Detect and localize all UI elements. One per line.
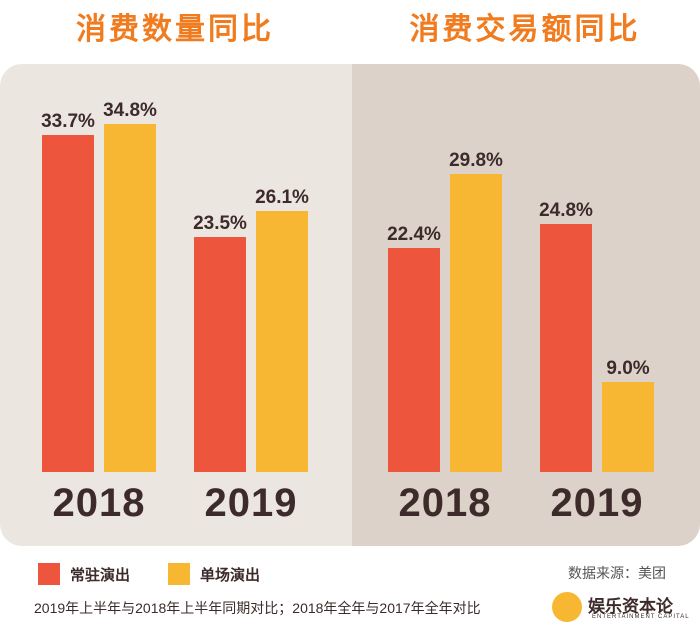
bar-value-label: 24.8%: [539, 200, 593, 221]
legend-swatch-resident: [38, 563, 60, 585]
year-label-2018: 2018: [399, 481, 492, 525]
bar-value-label: 9.0%: [606, 358, 649, 379]
legend-item-resident: 常驻演出: [38, 563, 130, 585]
bar-value-label: 33.7%: [41, 111, 95, 132]
bar-2018-series-1: [450, 174, 502, 472]
bar-value-label: 22.4%: [387, 224, 441, 245]
bar-chart-right: 22.4% 29.8% 2018 24.8% 9.0% 2019: [387, 150, 654, 525]
logo-badge-icon: [552, 592, 582, 622]
bar-2019-series-1: [256, 211, 308, 472]
legend-item-single: 单场演出: [168, 563, 260, 585]
bar-2019-series-1: [602, 382, 654, 472]
logo-name: 娱乐资本论: [588, 597, 673, 617]
bar-2019-series-0: [194, 237, 246, 472]
chart-title-right: 消费交易额同比: [409, 13, 641, 46]
bar-2019-series-0: [540, 224, 592, 472]
chart-panel-right: 22.4% 29.8% 2018 24.8% 9.0% 2019: [352, 64, 700, 546]
brand-logo: 娱乐资本论 ENTERTAINMENT CAPITAL: [552, 590, 692, 630]
bar-chart-left: 33.7% 34.8% 2018 23.5% 26.1% 2019: [41, 100, 309, 525]
year-label-2019: 2019: [205, 481, 298, 525]
year-label-2018: 2018: [53, 481, 146, 525]
data-source: 数据来源：美团: [568, 565, 666, 581]
legend-label-single: 单场演出: [200, 566, 261, 584]
logo-subtitle: ENTERTAINMENT CAPITAL: [592, 614, 690, 620]
chart-panel-left: 33.7% 34.8% 2018 23.5% 26.1% 2019: [0, 64, 352, 546]
legend: 常驻演出 单场演出: [38, 563, 298, 585]
bar-value-label: 29.8%: [449, 150, 503, 171]
legend-label-resident: 常驻演出: [70, 566, 131, 584]
bar-value-label: 34.8%: [103, 100, 157, 121]
footnote: 2019年上半年与2018年上半年同期对比；2018年全年与2017年全年对比: [34, 600, 481, 616]
bar-2018-series-0: [388, 248, 440, 472]
chart-title-left: 消费数量同比: [76, 13, 274, 46]
bar-value-label: 23.5%: [193, 213, 247, 234]
bar-2018-series-1: [104, 124, 156, 472]
bar-value-label: 26.1%: [255, 187, 309, 208]
year-label-2019: 2019: [551, 481, 644, 525]
bar-2018-series-0: [42, 135, 94, 472]
legend-swatch-single: [168, 563, 191, 585]
